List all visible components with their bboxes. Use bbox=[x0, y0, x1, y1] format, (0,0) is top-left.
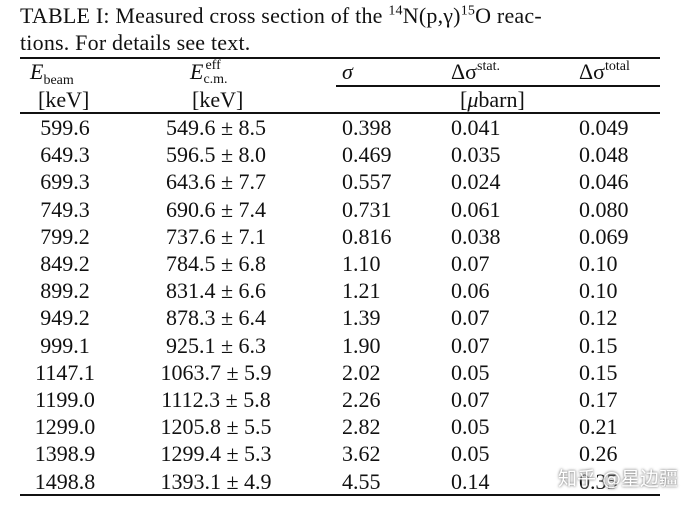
cell-delta-total: 0.080 bbox=[579, 196, 629, 222]
header-sub-rule bbox=[336, 85, 660, 87]
cell-delta-total: 0.26 bbox=[579, 441, 618, 467]
cell-e-beam: 649.3 bbox=[40, 142, 90, 168]
cell-e-cm: 831.4 ± 6.6 bbox=[165, 278, 267, 304]
cell-delta-stat: 0.024 bbox=[451, 169, 501, 195]
cell-e-cm: 1393.1 ± 4.9 bbox=[160, 468, 272, 494]
cell-delta-total: 0.10 bbox=[579, 278, 618, 304]
cell-sigma: 4.55 bbox=[342, 468, 381, 494]
cell-sigma: 0.731 bbox=[342, 196, 392, 222]
caption-prefix: TABLE I: Measured cross section of the bbox=[20, 3, 389, 28]
cell-e-cm: 1299.4 ± 5.3 bbox=[160, 441, 272, 467]
cell-e-cm: 784.5 ± 6.8 bbox=[165, 251, 267, 276]
watermark: 知乎 @星边疆 bbox=[557, 468, 678, 490]
cell-delta-total: 0.069 bbox=[579, 223, 629, 249]
cell-e-cm: 1205.8 ± 5.5 bbox=[160, 414, 272, 440]
caption-isotope-2: 15 bbox=[460, 3, 476, 19]
cell-e-beam: 699.3 bbox=[40, 169, 90, 195]
cell-sigma: 1.90 bbox=[342, 332, 381, 358]
cell-sigma: 1.21 bbox=[342, 278, 381, 304]
cell-delta-total: 0.15 bbox=[579, 332, 618, 358]
cell-sigma: 0.469 bbox=[342, 142, 392, 168]
cell-e-cm: 737.6 ± 7.1 bbox=[165, 223, 267, 249]
cell-delta-total: 0.12 bbox=[579, 305, 618, 331]
cell-delta-total: 0.10 bbox=[579, 251, 618, 276]
cell-e-beam: 999.1 bbox=[40, 332, 90, 358]
cell-delta-total: 0.049 bbox=[579, 115, 629, 140]
cell-sigma: 2.02 bbox=[342, 359, 381, 385]
cell-e-beam: 1199.0 bbox=[35, 387, 95, 412]
unit-e-beam: [keV] bbox=[38, 87, 90, 112]
header-delta-stat: Δσstat. bbox=[451, 59, 500, 84]
cell-e-cm: 643.6 ± 7.7 bbox=[165, 169, 267, 195]
caption-line2: tions. For details see text. bbox=[20, 30, 251, 55]
unit-sigma: [μbarn] bbox=[460, 87, 525, 112]
cell-delta-stat: 0.07 bbox=[451, 251, 490, 276]
cell-e-beam: 1299.0 bbox=[34, 414, 96, 440]
cell-delta-stat: 0.14 bbox=[451, 468, 490, 494]
header-bottom-rule bbox=[20, 112, 660, 114]
caption-reaction: N(p,γ) bbox=[402, 3, 461, 28]
caption-suffix: O reac- bbox=[475, 3, 542, 28]
cell-e-beam: 749.3 bbox=[40, 196, 90, 222]
bottom-rule bbox=[20, 494, 660, 496]
cell-delta-total: 0.15 bbox=[579, 359, 618, 385]
cell-delta-total: 0.21 bbox=[579, 414, 618, 440]
cell-delta-stat: 0.061 bbox=[451, 196, 501, 222]
cell-delta-stat: 0.06 bbox=[451, 278, 490, 304]
cell-sigma: 2.26 bbox=[342, 387, 381, 412]
cell-e-beam: 849.2 bbox=[40, 251, 90, 276]
cell-delta-total: 0.048 bbox=[579, 142, 629, 168]
caption-isotope-1: 14 bbox=[388, 3, 403, 19]
cell-sigma: 0.557 bbox=[342, 169, 392, 195]
cell-delta-stat: 0.05 bbox=[451, 414, 490, 440]
table-caption: TABLE I: Measured cross section of the 1… bbox=[20, 2, 670, 56]
top-rule bbox=[20, 57, 660, 59]
cell-e-cm: 690.6 ± 7.4 bbox=[165, 196, 267, 222]
cell-delta-total: 0.046 bbox=[579, 169, 629, 195]
cell-delta-stat: 0.07 bbox=[451, 387, 490, 412]
cell-e-beam: 1498.8 bbox=[34, 468, 96, 494]
cell-delta-total: 0.35 bbox=[579, 468, 618, 494]
cell-sigma: 3.62 bbox=[342, 441, 381, 467]
cell-delta-stat: 0.07 bbox=[451, 332, 490, 358]
cell-delta-stat: 0.041 bbox=[451, 115, 501, 140]
cell-delta-total: 0.17 bbox=[579, 387, 618, 412]
cell-sigma: 0.398 bbox=[342, 115, 392, 140]
cell-delta-stat: 0.035 bbox=[451, 142, 501, 168]
cell-e-cm: 878.3 ± 6.4 bbox=[165, 305, 267, 331]
cell-e-beam: 1398.9 bbox=[34, 441, 96, 467]
cell-sigma: 1.39 bbox=[342, 305, 381, 331]
cell-delta-stat: 0.07 bbox=[451, 305, 490, 331]
cell-e-beam: 1147.1 bbox=[35, 359, 95, 385]
cell-e-cm: 596.5 ± 8.0 bbox=[165, 142, 267, 168]
cell-e-beam: 949.2 bbox=[40, 305, 90, 331]
cell-delta-stat: 0.05 bbox=[451, 441, 490, 467]
cell-e-cm: 1063.7 ± 5.9 bbox=[160, 359, 272, 385]
cell-e-cm: 549.6 ± 8.5 bbox=[165, 115, 267, 140]
header-delta-total: Δσtotal bbox=[579, 59, 630, 84]
cell-sigma: 0.816 bbox=[342, 223, 392, 249]
cell-e-cm: 925.1 ± 6.3 bbox=[165, 332, 267, 358]
header-sigma: σ bbox=[342, 59, 353, 84]
cell-sigma: 1.10 bbox=[342, 251, 381, 276]
cell-sigma: 2.82 bbox=[342, 414, 381, 440]
unit-e-cm: [keV] bbox=[192, 87, 244, 112]
cell-e-cm: 1112.3 ± 5.8 bbox=[161, 387, 271, 412]
cell-e-beam: 599.6 bbox=[40, 115, 90, 140]
cell-e-beam: 899.2 bbox=[40, 278, 90, 304]
cell-delta-stat: 0.038 bbox=[451, 223, 501, 249]
header-e-beam: Ebeam bbox=[30, 59, 74, 89]
cell-e-beam: 799.2 bbox=[40, 223, 90, 249]
cell-delta-stat: 0.05 bbox=[451, 359, 490, 385]
